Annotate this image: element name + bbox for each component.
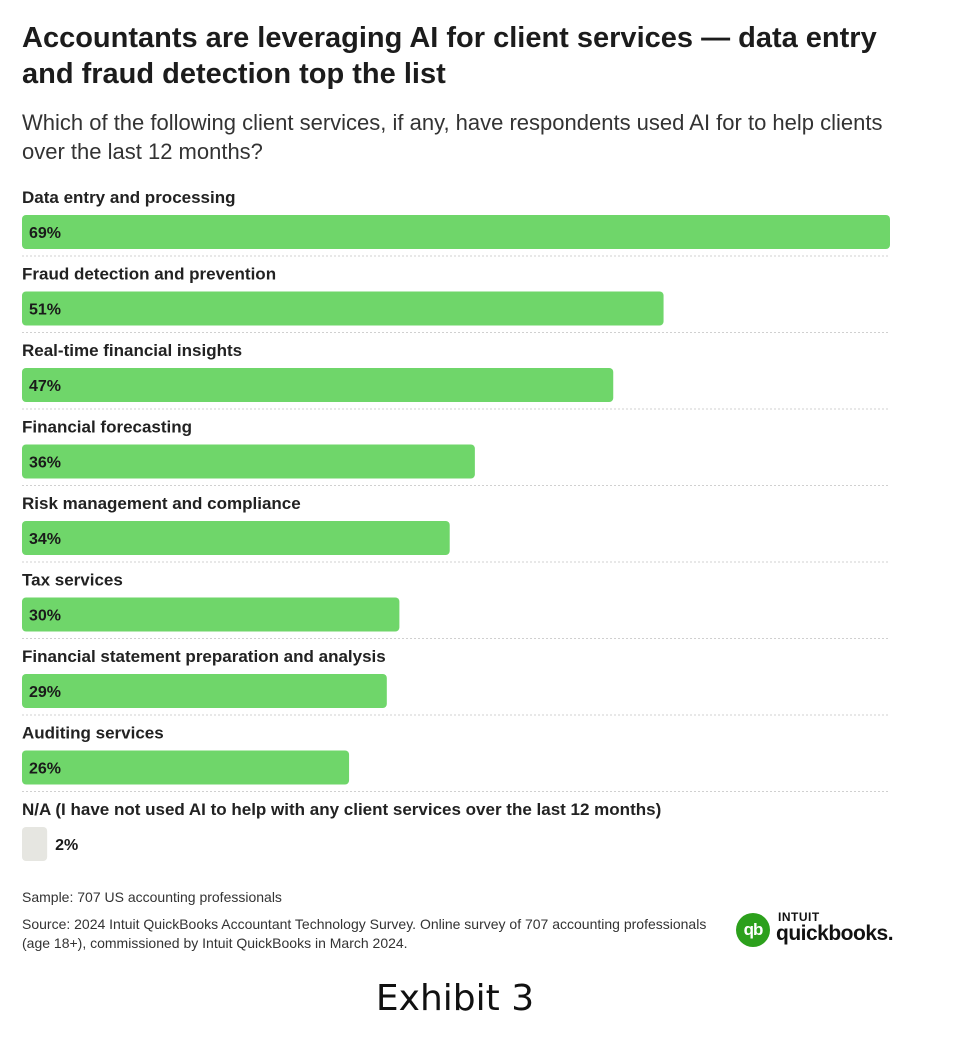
bar bbox=[22, 521, 450, 555]
bar bbox=[22, 750, 350, 785]
logo-brand-intuit: INTUIT bbox=[778, 910, 820, 924]
bar bbox=[22, 444, 475, 479]
sample-note: Sample: 707 US accounting professionals bbox=[22, 889, 282, 905]
bar bbox=[22, 368, 614, 402]
value-label: 26% bbox=[29, 761, 61, 778]
category-label: Financial forecasting bbox=[22, 418, 192, 437]
chart-subtitle: Which of the following client services, … bbox=[22, 110, 883, 164]
value-label: 36% bbox=[29, 455, 61, 472]
value-label: 51% bbox=[29, 302, 61, 319]
bar-chart: Data entry and processing 69% Fraud detect… bbox=[22, 188, 890, 861]
value-label: 47% bbox=[29, 378, 61, 395]
category-label: Fraud detection and prevention bbox=[22, 265, 276, 284]
category-label: Auditing services bbox=[22, 724, 164, 743]
quickbooks-logo-mark: qb bbox=[736, 913, 770, 947]
bar bbox=[22, 674, 387, 708]
quickbooks-logo: qb INTUIT quickbooks. bbox=[736, 910, 896, 952]
value-label: 2% bbox=[55, 837, 78, 854]
bar bbox=[22, 291, 664, 326]
category-label: Risk management and compliance bbox=[22, 494, 301, 513]
category-label: N/A (I have not used AI to help with any… bbox=[22, 800, 661, 819]
category-label: Data entry and processing bbox=[22, 188, 236, 207]
value-label: 69% bbox=[29, 225, 61, 242]
exhibit-label: Exhibit 3 bbox=[375, 978, 535, 1019]
category-label: Financial statement preparation and anal… bbox=[22, 647, 386, 666]
category-label: Real-time financial insights bbox=[22, 341, 242, 360]
bar bbox=[22, 215, 890, 249]
chart-title: Accountants are leveraging AI for client… bbox=[22, 22, 877, 90]
value-label: 29% bbox=[29, 684, 61, 701]
value-label: 30% bbox=[29, 608, 61, 625]
value-label: 34% bbox=[29, 531, 61, 548]
source-note: Source: 2024 Intuit QuickBooks Accountan… bbox=[22, 916, 707, 951]
bar bbox=[22, 827, 48, 861]
logo-brand-quickbooks: quickbooks. bbox=[776, 922, 894, 945]
bar bbox=[22, 597, 400, 632]
category-label: Tax services bbox=[22, 571, 123, 590]
